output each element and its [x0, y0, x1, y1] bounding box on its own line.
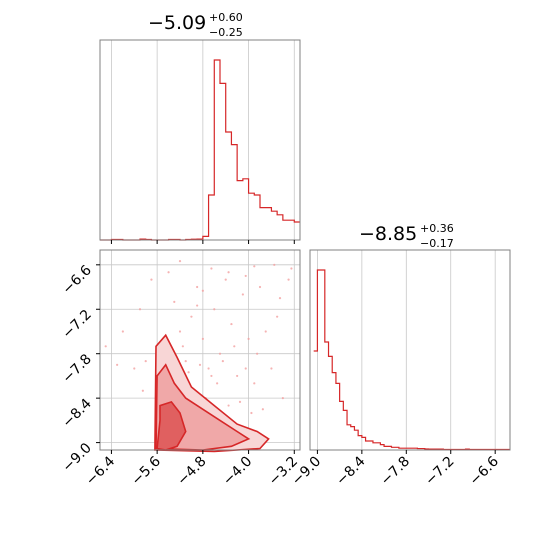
scatter-point [258, 285, 262, 289]
scatter-point [244, 274, 247, 278]
histogram-step-line [313, 269, 510, 451]
scatter-point [141, 389, 144, 392]
scatter-point [250, 411, 253, 415]
scatter-point [287, 278, 290, 281]
title-param2-plus: +0.36 [420, 222, 454, 235]
scatter-point [256, 352, 259, 355]
scatter-point [190, 315, 193, 318]
scatter-point [233, 345, 236, 348]
scatter-point [173, 300, 176, 303]
scatter-point [270, 367, 273, 370]
scatter-point [253, 265, 256, 268]
x-tick-label: −7.2 [422, 454, 457, 489]
scatter-point [216, 382, 219, 385]
scatter-point [224, 278, 227, 281]
y-tick-label: −7.2 [59, 307, 94, 342]
scatter-point [218, 352, 222, 355]
scatter-point [227, 404, 230, 407]
scatter-point [181, 345, 184, 348]
scatter-point [196, 285, 199, 289]
scatter-point [201, 289, 204, 292]
scatter-point [276, 315, 279, 318]
scatter-point [273, 263, 276, 266]
scatter-point [210, 267, 213, 270]
scatter-point [167, 271, 170, 274]
x-tick-label: −4.8 [174, 454, 209, 489]
title-param1-median: −5.09 [148, 12, 206, 34]
scatter-point [221, 360, 224, 363]
y-tick-label: −8.4 [59, 396, 94, 431]
density-contour [156, 400, 187, 451]
axes-frame [99, 249, 301, 451]
scatter-point [241, 293, 244, 296]
scatter-point [278, 297, 282, 300]
title-param1-minus: −0.25 [209, 26, 243, 39]
title-param1-plus: +0.60 [209, 11, 243, 24]
scatter-point [178, 330, 182, 333]
scatter-point [261, 408, 264, 411]
scatter-point [144, 360, 147, 363]
histogram-param1-panel [99, 39, 301, 244]
scatter-point [253, 382, 256, 385]
x-tick-label: −8.4 [333, 453, 368, 488]
scatter-point [230, 322, 233, 326]
scatter-point [121, 330, 124, 333]
scatter-point [210, 374, 213, 378]
scatter-point [138, 308, 142, 311]
scatter-point [187, 371, 190, 374]
scatter-point [236, 374, 239, 378]
axes-frame [309, 249, 511, 451]
scatter-point [244, 367, 247, 370]
scatter-point [198, 363, 202, 366]
scatter-point [133, 367, 136, 370]
scatter-point [207, 367, 210, 370]
scatter-point [213, 308, 216, 311]
joint-density-panel: −6.4 −5.6 −4.8 −4.0 −3.2−6.6−7.2−7.8−8.4−9.0 [59, 249, 301, 489]
scatter-point [290, 267, 293, 270]
x-tick-label: −7.8 [378, 454, 413, 489]
scatter-point [150, 278, 153, 281]
scatter-point [227, 271, 230, 274]
y-tick-label: −7.8 [59, 351, 94, 386]
x-tick-label: −4.0 [220, 454, 255, 489]
x-tick-label: −6.4 [83, 453, 118, 488]
title-param2-median: −8.85 [359, 223, 417, 245]
x-tick-label: −5.6 [129, 453, 164, 488]
scatter-point [184, 360, 187, 363]
scatter-point [238, 400, 242, 403]
scatter-point [201, 337, 204, 340]
histogram-param2-panel: −9.0 −8.4 −7.8 −7.2 −6.6 [289, 249, 511, 489]
scatter-point [104, 345, 107, 348]
scatter-point [116, 363, 119, 366]
scatter-point [264, 330, 267, 333]
x-tick-label: −6.6 [467, 453, 502, 488]
scatter-point [281, 397, 284, 400]
histogram-step-line [100, 59, 300, 241]
scatter-point [178, 260, 182, 263]
axes-frame [99, 39, 301, 241]
title-param2-minus: −0.17 [420, 237, 454, 250]
scatter-point [196, 304, 199, 307]
y-tick-label: −6.6 [59, 262, 94, 297]
scatter-point [247, 337, 250, 340]
